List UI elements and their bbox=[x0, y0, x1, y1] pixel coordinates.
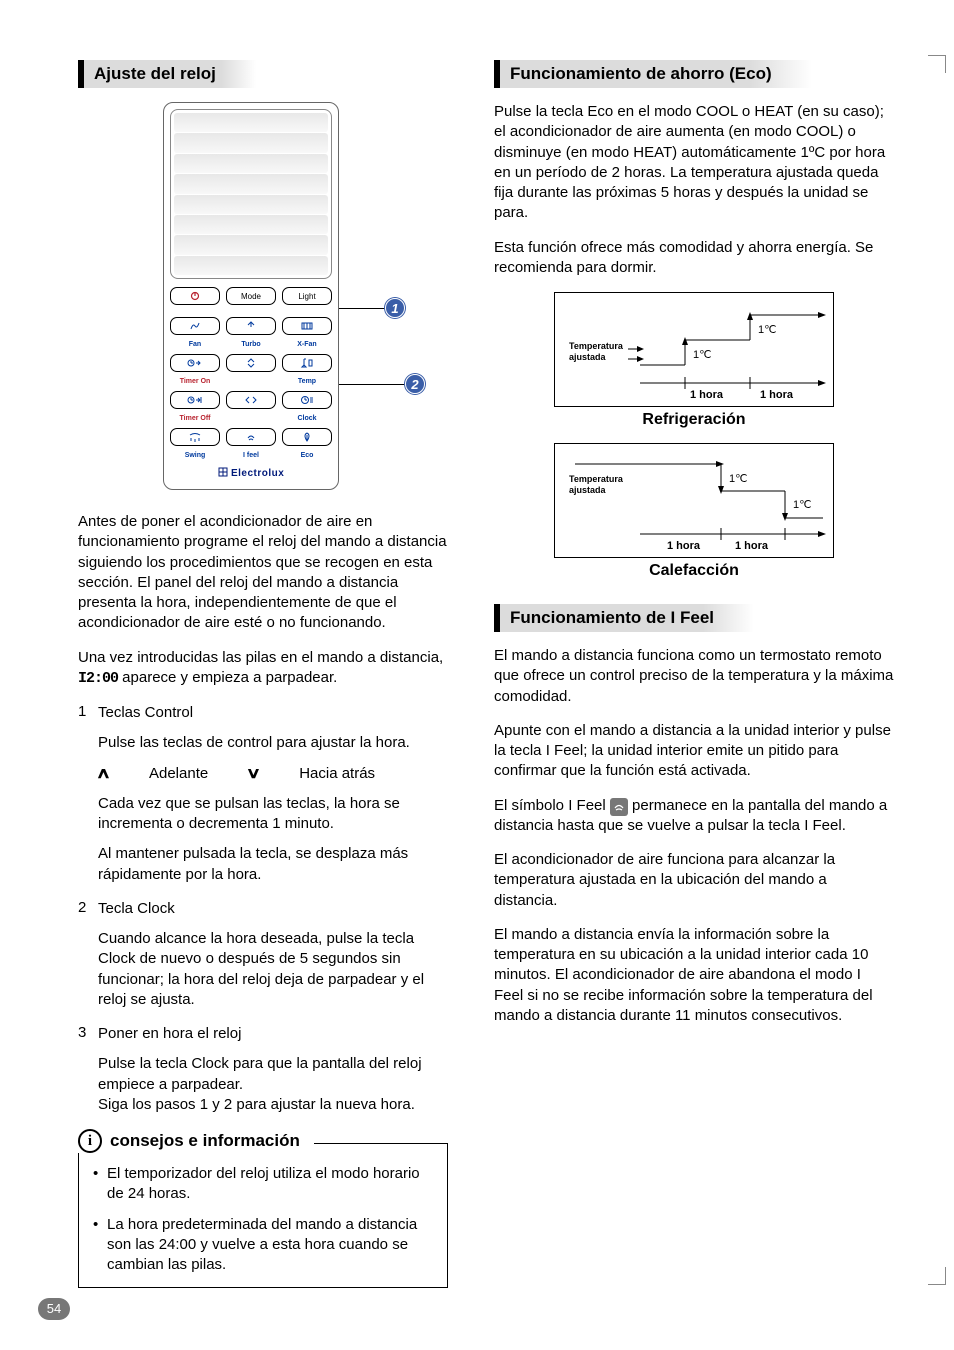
svg-text:ajustada: ajustada bbox=[569, 352, 607, 362]
up-down-button bbox=[226, 354, 276, 372]
svg-text:Temperatura: Temperatura bbox=[569, 341, 624, 351]
svg-text:ajustada: ajustada bbox=[569, 485, 607, 495]
step1-p3: Al mantener pulsada la tecla, se desplaz… bbox=[98, 844, 448, 885]
eco-label: Eco bbox=[282, 452, 332, 459]
ifeel-label: I feel bbox=[226, 452, 276, 459]
svg-text:1 hora: 1 hora bbox=[667, 540, 701, 552]
page-number: 54 bbox=[38, 1298, 70, 1320]
svg-text:1℃: 1℃ bbox=[758, 324, 776, 336]
eco-button bbox=[282, 428, 332, 446]
svg-text:Temperatura: Temperatura bbox=[569, 474, 624, 484]
ifeel-icon bbox=[610, 798, 628, 816]
fan-label: Fan bbox=[170, 341, 220, 348]
turbo-button bbox=[226, 317, 276, 335]
step2-number: 2 bbox=[78, 899, 98, 919]
mode-button: Mode bbox=[226, 287, 276, 305]
step3-p1: Pulse la tecla Clock para que la pantall… bbox=[98, 1054, 448, 1095]
temp-label: Temp bbox=[282, 378, 332, 385]
eco-p2: Esta función ofrece más comodidad y ahor… bbox=[494, 238, 894, 279]
svg-text:1 hora: 1 hora bbox=[760, 389, 794, 401]
ifeel-p5: El mando a distancia envía la informació… bbox=[494, 925, 894, 1026]
clock-label: Clock bbox=[282, 415, 332, 422]
arrow-legend: ∧ Adelante ∨ Hacia atrás bbox=[98, 764, 448, 784]
step1-p1: Pulse las teclas de control para ajustar… bbox=[98, 733, 448, 753]
left-right-button bbox=[226, 391, 276, 409]
cooling-caption: Refrigeración bbox=[494, 411, 894, 429]
tips-title: consejos e información bbox=[110, 1131, 300, 1151]
xfan-label: X-Fan bbox=[282, 341, 332, 348]
heating-caption: Calefacción bbox=[494, 562, 894, 580]
tip-1: El temporizador del reloj utiliza el mod… bbox=[91, 1164, 435, 1205]
step2-title: Tecla Clock bbox=[98, 899, 175, 919]
light-button: Light bbox=[282, 287, 332, 305]
ifeel-p3: El símbolo I Feel permanece en la pantal… bbox=[494, 796, 894, 837]
svg-text:1 hora: 1 hora bbox=[690, 389, 724, 401]
step3-title: Poner en hora el reloj bbox=[98, 1024, 241, 1044]
heading-eco: Funcionamiento de ahorro (Eco) bbox=[494, 60, 812, 88]
callout-1: 1 bbox=[385, 298, 405, 318]
tips-box: i consejos e información El temporizador… bbox=[78, 1143, 448, 1288]
step3-number: 3 bbox=[78, 1024, 98, 1044]
heading-ifeel: Funcionamiento de I Feel bbox=[494, 604, 754, 632]
svg-text:1℃: 1℃ bbox=[729, 473, 747, 485]
fan-button bbox=[170, 317, 220, 335]
svg-text:1℃: 1℃ bbox=[793, 499, 811, 511]
eco-p1: Pulse la tecla Eco en el modo COOL o HEA… bbox=[494, 102, 894, 224]
ifeel-button bbox=[226, 428, 276, 446]
right-column: Funcionamiento de ahorro (Eco) Pulse la … bbox=[494, 60, 894, 1288]
step1-title: Teclas Control bbox=[98, 703, 193, 723]
step2-p1: Cuando alcance la hora deseada, pulse la… bbox=[98, 929, 448, 1010]
power-button bbox=[170, 287, 220, 305]
battery-text: Una vez introducidas las pilas en el man… bbox=[78, 648, 448, 690]
ifeel-p4: El acondicionador de aire funciona para … bbox=[494, 850, 894, 911]
swing-button bbox=[170, 428, 220, 446]
temp-button bbox=[282, 354, 332, 372]
timer-on-label: Timer On bbox=[170, 378, 220, 385]
step1-number: 1 bbox=[78, 703, 98, 723]
chevron-down-icon: ∨ bbox=[246, 764, 261, 784]
clock-button bbox=[282, 391, 332, 409]
left-column: Ajuste del reloj Mode Light bbox=[78, 60, 448, 1288]
remote-diagram: Mode Light Fan Turbo X-Fan Timer On bbox=[163, 102, 363, 490]
step3-p2: Siga los pasos 1 y 2 para ajustar la nue… bbox=[98, 1095, 448, 1115]
xfan-button bbox=[282, 317, 332, 335]
swing-label: Swing bbox=[170, 452, 220, 459]
timer-off-label: Timer Off bbox=[170, 415, 220, 422]
brand-logo: Electrolux bbox=[170, 467, 332, 479]
step1-p2: Cada vez que se pulsan las teclas, la ho… bbox=[98, 794, 448, 835]
timer-off-button bbox=[170, 391, 220, 409]
info-icon: i bbox=[78, 1129, 102, 1153]
ifeel-p1: El mando a distancia funciona como un te… bbox=[494, 646, 894, 707]
heating-diagram: 1℃ 1℃ Temperatura ajustada 1 hora 1 hora bbox=[554, 443, 834, 558]
tip-2: La hora predeterminada del mando a dista… bbox=[91, 1215, 435, 1276]
cooling-diagram: 1℃ 1℃ Temperatura ajustada 1 hora 1 hora bbox=[554, 292, 834, 407]
turbo-label: Turbo bbox=[226, 341, 276, 348]
heading-ajuste: Ajuste del reloj bbox=[78, 60, 256, 88]
timer-on-button bbox=[170, 354, 220, 372]
svg-text:1 hora: 1 hora bbox=[735, 540, 769, 552]
ifeel-p2: Apunte con el mando a distancia a la uni… bbox=[494, 721, 894, 782]
svg-text:1℃: 1℃ bbox=[693, 349, 711, 361]
intro-text: Antes de poner el acondicionador de aire… bbox=[78, 512, 448, 634]
callout-2: 2 bbox=[405, 374, 425, 394]
chevron-up-icon: ∧ bbox=[96, 764, 111, 784]
